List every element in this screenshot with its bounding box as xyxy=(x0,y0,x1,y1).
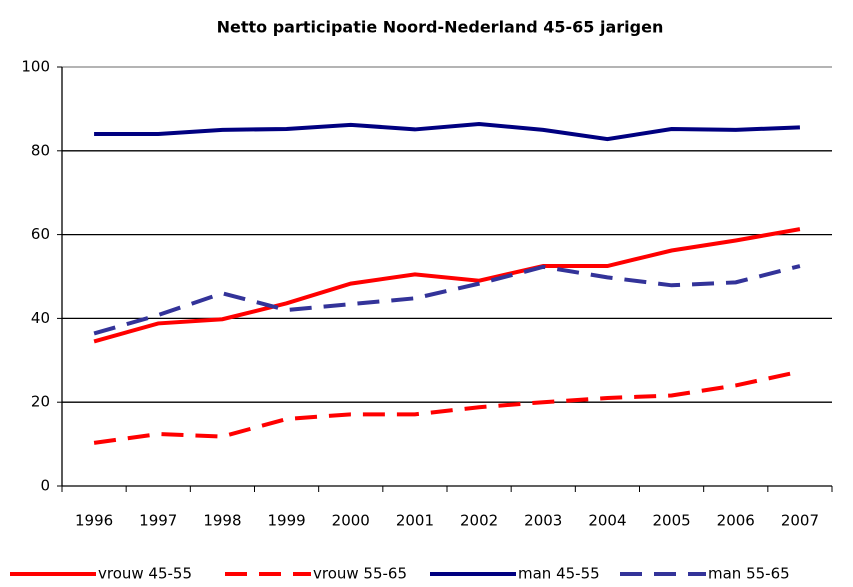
series-line xyxy=(93,264,801,336)
y-tick-label: 40 xyxy=(31,309,50,327)
x-tick-label: 2002 xyxy=(460,512,498,530)
series-line xyxy=(93,227,801,344)
x-tick-label: 2000 xyxy=(332,512,370,530)
legend-label: vrouw 45-55 xyxy=(98,565,192,583)
x-tick-label: 2003 xyxy=(524,512,562,530)
x-tick-label: 2005 xyxy=(652,512,690,530)
legend-label: vrouw 55-65 xyxy=(313,565,407,583)
x-tick-label: 2007 xyxy=(781,512,819,530)
x-tick-label: 1997 xyxy=(139,512,177,530)
legend-label: man 45-55 xyxy=(518,565,600,583)
y-tick-label: 0 xyxy=(40,477,50,495)
series-line xyxy=(93,369,801,445)
x-tick-label: 2006 xyxy=(717,512,755,530)
x-tick-label: 2001 xyxy=(396,512,434,530)
y-tick-label: 60 xyxy=(31,225,50,243)
x-tick-label: 1999 xyxy=(267,512,305,530)
legend-label: man 55-65 xyxy=(708,565,790,583)
series-line xyxy=(94,121,800,142)
x-tick-label: 1998 xyxy=(203,512,241,530)
x-tick-label: 1996 xyxy=(75,512,113,530)
x-tick-label: 2004 xyxy=(588,512,626,530)
chart-title: Netto participatie Noord-Nederland 45-65… xyxy=(217,18,664,37)
y-tick-label: 80 xyxy=(31,141,50,159)
y-tick-label: 20 xyxy=(31,393,50,411)
y-tick-label: 100 xyxy=(21,58,50,76)
